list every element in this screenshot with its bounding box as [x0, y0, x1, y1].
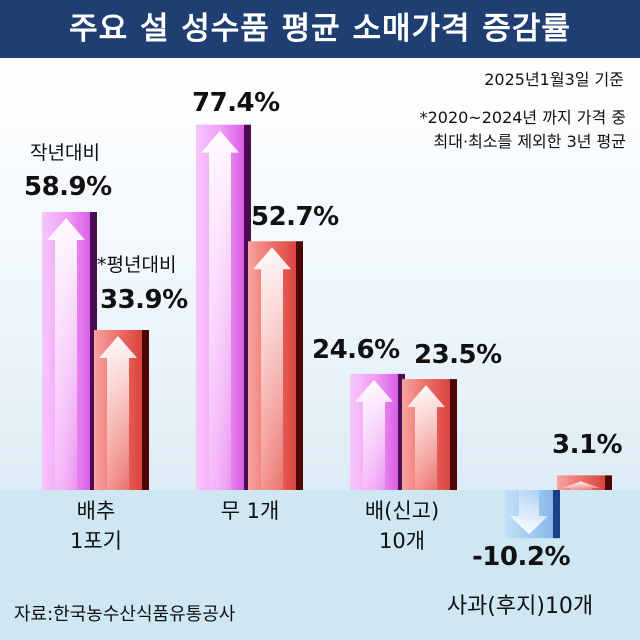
yoy-bar-1-arrow-icon [47, 217, 85, 490]
category-label-1-line-2: 1포기 [69, 529, 122, 553]
category-label-3-line-1: 배(신고) [364, 499, 440, 523]
category-label-4: 사과(후지)10개 [420, 592, 620, 622]
footnote-line-1: *2020~2024년 까지 가격 중 [419, 108, 626, 127]
category-label-3-line-2: 10개 [378, 529, 426, 553]
yoy-bar-4-arrow-down-icon [510, 490, 548, 535]
avg-series-label: *평년대비 [97, 254, 177, 276]
footnote: *2020~2024년 까지 가격 중 최대·최소를 제외한 3년 평균 [420, 106, 626, 154]
avg-bar-1-shadow [142, 329, 149, 490]
yoy-bar-2-arrow-icon [201, 130, 239, 490]
avg-bar-2-shadow [296, 241, 303, 490]
avg-value-label-2: 52.7% [251, 202, 339, 232]
avg-value-label-1: 33.9% [100, 285, 188, 315]
yoy-bar-3-arrow-icon [355, 379, 393, 490]
avg-value-label-4: 3.1% [552, 430, 623, 460]
category-label-4-line-1: 사과(후지)10개 [446, 594, 594, 619]
date-note: 2025년1월3일 기준 [484, 70, 624, 89]
category-label-2-line-1: 무 1개 [220, 499, 280, 523]
category-label-1: 배추 1포기 [44, 496, 148, 556]
chart-title: 주요 설 성수품 평균 소매가격 증감률 [69, 11, 571, 47]
category-label-2: 무 1개 [198, 496, 302, 526]
avg-bar-3-shadow [450, 379, 457, 490]
category-label-3: 배(신고) 10개 [346, 496, 458, 556]
yoy-value-label-4: -10.2% [472, 542, 571, 572]
yoy-value-label-3: 24.6% [312, 335, 400, 365]
yoy-bar-4-shadow [553, 490, 560, 539]
avg-bar-4-shadow [605, 475, 612, 490]
title-bar [0, 0, 640, 58]
yoy-value-label-2: 77.4% [192, 88, 280, 118]
yoy-series-label: 작년대비 [30, 142, 100, 164]
yoy-bar-3-shadow [398, 373, 405, 490]
avg-bar-1-arrow-icon [99, 335, 137, 490]
yoy-value-label-1: 58.9% [24, 172, 112, 202]
avg-bar-3-arrow-icon [407, 385, 445, 490]
avg-value-label-3: 23.5% [414, 340, 502, 370]
source-note: 자료:한국농수산식품유통공사 [14, 604, 236, 625]
avg-bar-4-arrow-icon [562, 481, 600, 490]
yoy-bar-1-shadow [90, 211, 97, 490]
avg-bar-2-arrow-icon [253, 247, 291, 490]
yoy-bar-2-shadow [244, 124, 251, 490]
category-label-1-line-1: 배추 [76, 499, 116, 523]
footnote-line-2: 최대·최소를 제외한 3년 평균 [433, 132, 626, 151]
